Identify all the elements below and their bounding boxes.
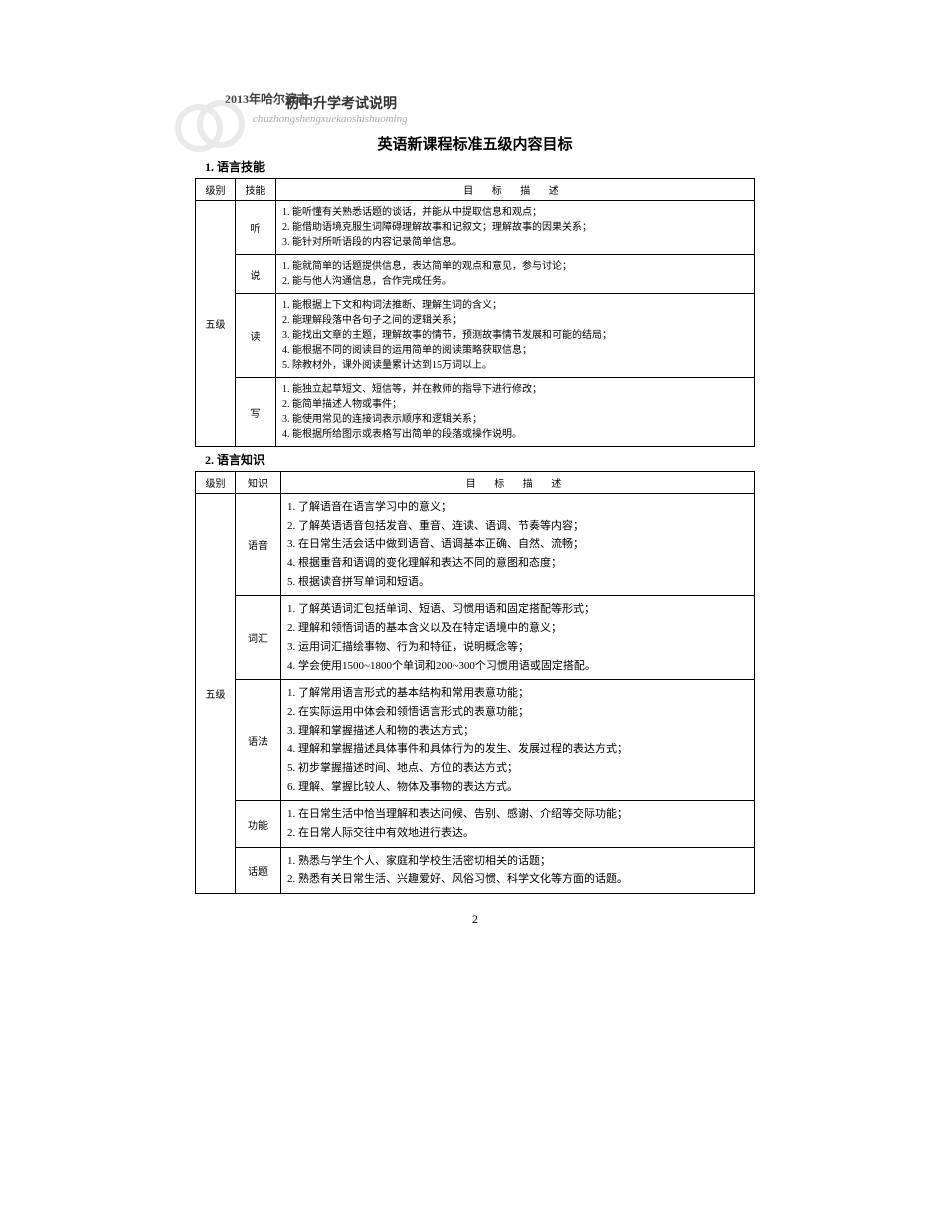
table-row: 话题 1. 熟悉与学生个人、家庭和学校生活密切相关的话题； 2. 熟悉有关日常生…	[196, 847, 755, 893]
header-pinyin: chuzhongshengxuekaoshishuoming	[253, 113, 755, 125]
desc-item: 4. 学会使用1500~1800个单词和200~300个习惯用语或固定搭配。	[287, 657, 748, 676]
desc-item: 2. 能与他人沟通信息，合作完成任务。	[282, 274, 748, 289]
header-desc: 目 标 描 述	[276, 179, 755, 201]
section1-title: 1. 语言技能	[205, 158, 755, 175]
desc-cell: 1. 了解英语词汇包括单词、短语、习惯用语和固定搭配等形式； 2. 理解和领悟词…	[281, 596, 755, 680]
skill-cell: 写	[236, 378, 276, 447]
level-cell: 五级	[196, 201, 236, 447]
knowledge-cell: 语法	[236, 680, 281, 801]
table-row: 五级 听 1. 能听懂有关熟悉话题的谈话，并能从中提取信息和观点； 2. 能借助…	[196, 201, 755, 255]
desc-item: 5. 除教材外，课外阅读量累计达到15万词以上。	[282, 358, 748, 373]
knowledge-cell: 词汇	[236, 596, 281, 680]
desc-item: 3. 理解和掌握描述人和物的表达方式；	[287, 722, 748, 741]
desc-item: 1. 能根据上下文和构词法推断、理解生词的含义；	[282, 298, 748, 313]
desc-item: 1. 在日常生活中恰当理解和表达问候、告别、感谢、介绍等交际功能；	[287, 805, 748, 824]
desc-item: 2. 理解和领悟词语的基本含义以及在特定语境中的意义；	[287, 619, 748, 638]
desc-item: 3. 能找出文章的主题，理解故事的情节，预测故事情节发展和可能的结局；	[282, 328, 748, 343]
header-desc: 目 标 描 述	[281, 472, 755, 494]
desc-item: 5. 根据读音拼写单词和短语。	[287, 573, 748, 592]
desc-item: 2. 熟悉有关日常生活、兴趣爱好、风俗习惯、科学文化等方面的话题。	[287, 870, 748, 889]
section2-title: 2. 语言知识	[205, 451, 755, 468]
desc-item: 1. 能独立起草短文、短信等，并在教师的指导下进行修改；	[282, 382, 748, 397]
desc-item: 4. 能根据所给图示或表格写出简单的段落或操作说明。	[282, 427, 748, 442]
skill-cell: 听	[236, 201, 276, 255]
level-cell: 五级	[196, 494, 236, 894]
desc-item: 3. 能使用常见的连接词表示顺序和逻辑关系；	[282, 412, 748, 427]
desc-cell: 1. 能独立起草短文、短信等，并在教师的指导下进行修改； 2. 能简单描述人物或…	[276, 378, 755, 447]
knowledge-table: 级别 知识 目 标 描 述 五级 语音 1. 了解语音在语言学习中的意义； 2.…	[195, 471, 755, 894]
desc-item: 1. 能就简单的话题提供信息，表达简单的观点和意见，参与讨论；	[282, 259, 748, 274]
skill-cell: 读	[236, 294, 276, 378]
table-row: 五级 语音 1. 了解语音在语言学习中的意义； 2. 了解英语语音包括发音、重音…	[196, 494, 755, 596]
desc-item: 2. 能理解段落中各句子之间的逻辑关系；	[282, 313, 748, 328]
table-header-row: 级别 技能 目 标 描 述	[196, 179, 755, 201]
table-header-row: 级别 知识 目 标 描 述	[196, 472, 755, 494]
header-chinese-title: 初中升学考试说明	[285, 93, 755, 113]
document-title: 英语新课程标准五级内容目标	[195, 133, 755, 154]
desc-cell: 1. 在日常生活中恰当理解和表达问候、告别、感谢、介绍等交际功能； 2. 在日常…	[281, 801, 755, 847]
desc-item: 1. 了解语音在语言学习中的意义；	[287, 498, 748, 517]
knowledge-cell: 话题	[236, 847, 281, 893]
desc-cell: 1. 了解语音在语言学习中的意义； 2. 了解英语语音包括发音、重音、连读、语调…	[281, 494, 755, 596]
page-container: 2013年哈尔滨市 初中升学考试说明 chuzhongshengxuekaosh…	[195, 90, 755, 927]
page-number: 2	[195, 912, 755, 927]
desc-item: 3. 在日常生活会话中做到语音、语调基本正确、自然、流畅；	[287, 535, 748, 554]
desc-item: 4. 根据重音和语调的变化理解和表达不同的意图和态度；	[287, 554, 748, 573]
desc-item: 6. 理解、掌握比较人、物体及事物的表达方式。	[287, 778, 748, 797]
desc-item: 2. 在日常人际交往中有效地进行表达。	[287, 824, 748, 843]
desc-item: 4. 能根据不同的阅读目的运用简单的阅读策略获取信息；	[282, 343, 748, 358]
desc-item: 2. 能简单描述人物或事件；	[282, 397, 748, 412]
watermark-logo	[175, 100, 245, 150]
header-level: 级别	[196, 179, 236, 201]
knowledge-cell: 语音	[236, 494, 281, 596]
desc-cell: 1. 了解常用语言形式的基本结构和常用表意功能； 2. 在实际运用中体会和领悟语…	[281, 680, 755, 801]
desc-item: 1. 了解常用语言形式的基本结构和常用表意功能；	[287, 684, 748, 703]
desc-item: 1. 熟悉与学生个人、家庭和学校生活密切相关的话题；	[287, 852, 748, 871]
desc-item: 2. 了解英语语音包括发音、重音、连读、语调、节奏等内容；	[287, 517, 748, 536]
table-row: 功能 1. 在日常生活中恰当理解和表达问候、告别、感谢、介绍等交际功能； 2. …	[196, 801, 755, 847]
desc-item: 3. 运用词汇描绘事物、行为和特征，说明概念等；	[287, 638, 748, 657]
desc-item: 1. 了解英语词汇包括单词、短语、习惯用语和固定搭配等形式；	[287, 600, 748, 619]
table-row: 词汇 1. 了解英语词汇包括单词、短语、习惯用语和固定搭配等形式； 2. 理解和…	[196, 596, 755, 680]
table-row: 写 1. 能独立起草短文、短信等，并在教师的指导下进行修改； 2. 能简单描述人…	[196, 378, 755, 447]
document-header: 2013年哈尔滨市 初中升学考试说明 chuzhongshengxuekaosh…	[225, 90, 755, 125]
table-row: 说 1. 能就简单的话题提供信息，表达简单的观点和意见，参与讨论； 2. 能与他…	[196, 255, 755, 294]
desc-item: 1. 能听懂有关熟悉话题的谈话，并能从中提取信息和观点；	[282, 205, 748, 220]
desc-item: 5. 初步掌握描述时间、地点、方位的表达方式；	[287, 759, 748, 778]
desc-item: 2. 在实际运用中体会和领悟语言形式的表意功能；	[287, 703, 748, 722]
desc-item: 2. 能借助语境克服生词障碍理解故事和记叙文；理解故事的因果关系；	[282, 220, 748, 235]
skills-table: 级别 技能 目 标 描 述 五级 听 1. 能听懂有关熟悉话题的谈话，并能从中提…	[195, 178, 755, 447]
desc-item: 4. 理解和掌握描述具体事件和具体行为的发生、发展过程的表达方式；	[287, 740, 748, 759]
skill-cell: 说	[236, 255, 276, 294]
header-skill: 技能	[236, 179, 276, 201]
header-level: 级别	[196, 472, 236, 494]
knowledge-cell: 功能	[236, 801, 281, 847]
desc-cell: 1. 能就简单的话题提供信息，表达简单的观点和意见，参与讨论； 2. 能与他人沟…	[276, 255, 755, 294]
desc-cell: 1. 能根据上下文和构词法推断、理解生词的含义； 2. 能理解段落中各句子之间的…	[276, 294, 755, 378]
desc-cell: 1. 熟悉与学生个人、家庭和学校生活密切相关的话题； 2. 熟悉有关日常生活、兴…	[281, 847, 755, 893]
desc-item: 3. 能针对所听语段的内容记录简单信息。	[282, 235, 748, 250]
table-row: 语法 1. 了解常用语言形式的基本结构和常用表意功能； 2. 在实际运用中体会和…	[196, 680, 755, 801]
header-knowledge: 知识	[236, 472, 281, 494]
table-row: 读 1. 能根据上下文和构词法推断、理解生词的含义； 2. 能理解段落中各句子之…	[196, 294, 755, 378]
desc-cell: 1. 能听懂有关熟悉话题的谈话，并能从中提取信息和观点； 2. 能借助语境克服生…	[276, 201, 755, 255]
